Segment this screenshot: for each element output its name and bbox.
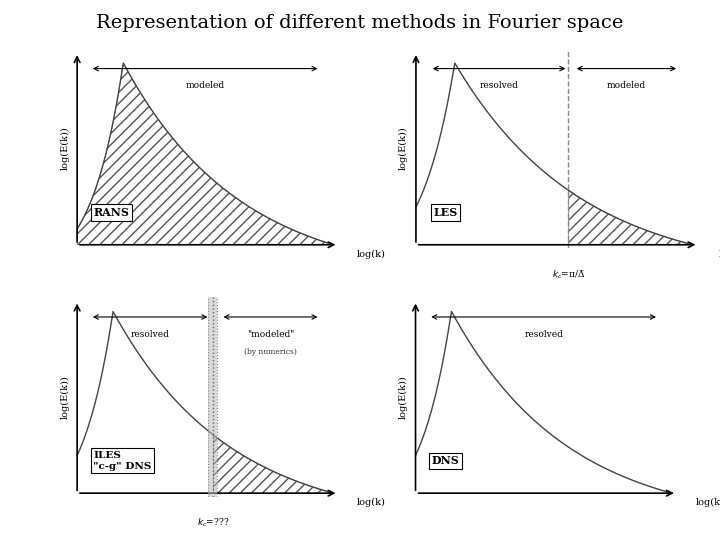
Text: (by numerics): (by numerics): [244, 348, 297, 356]
Text: log(k): log(k): [357, 498, 386, 508]
Text: LES: LES: [433, 207, 458, 218]
Text: $k_c$=π/Δ̅: $k_c$=π/Δ̅: [552, 268, 586, 281]
Text: log(E(k)): log(E(k)): [60, 375, 69, 419]
Text: Representation of different methods in Fourier space: Representation of different methods in F…: [96, 14, 624, 31]
Text: DNS: DNS: [432, 455, 459, 467]
Text: $k_c$=???: $k_c$=???: [197, 517, 230, 529]
Text: log(k): log(k): [719, 250, 720, 259]
Text: resolved: resolved: [131, 330, 170, 339]
Text: log(k): log(k): [357, 250, 386, 259]
Text: modeled: modeled: [186, 82, 225, 90]
Text: resolved: resolved: [480, 82, 518, 90]
Text: "modeled": "modeled": [247, 330, 294, 339]
Text: log(k): log(k): [696, 498, 720, 508]
Text: log(E(k)): log(E(k)): [398, 126, 408, 171]
Text: modeled: modeled: [607, 82, 646, 90]
Text: ILES
"c-g" DNS: ILES "c-g" DNS: [94, 451, 152, 471]
Text: log(E(k)): log(E(k)): [60, 126, 69, 171]
Text: log(E(k)): log(E(k)): [399, 375, 408, 419]
Text: RANS: RANS: [94, 207, 129, 218]
Text: resolved: resolved: [524, 330, 563, 339]
Bar: [208, 297, 217, 497]
